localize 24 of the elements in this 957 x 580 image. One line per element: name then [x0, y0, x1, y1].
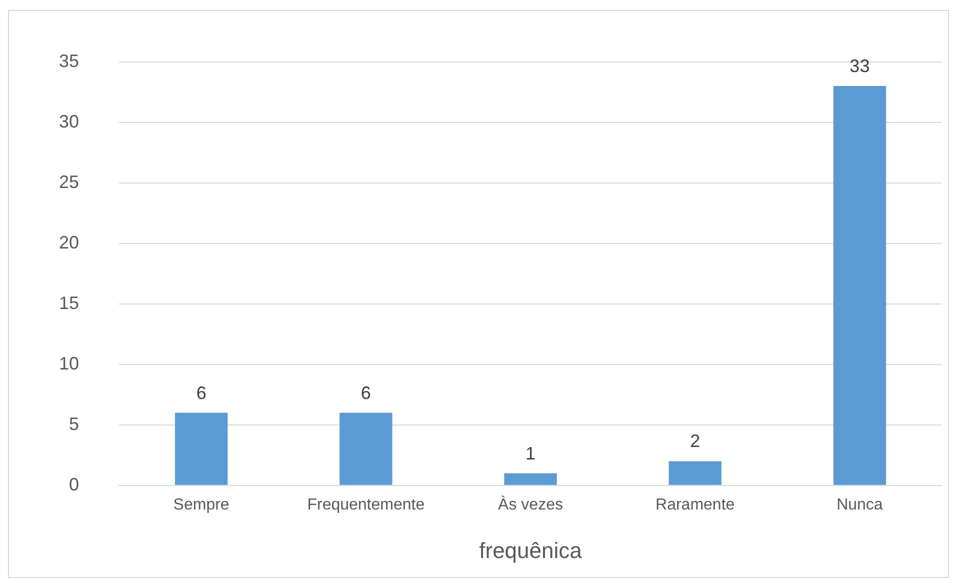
- y-tick-label: 25: [58, 172, 80, 192]
- data-label: 6: [196, 382, 206, 403]
- bar: [668, 461, 722, 485]
- data-label: 1: [526, 443, 536, 464]
- bar: [340, 412, 392, 485]
- data-label: 6: [360, 382, 371, 403]
- data-label: 2: [690, 431, 700, 452]
- x-tick-label: Nunca: [836, 496, 883, 514]
- data-label: 33: [850, 56, 870, 76]
- x-tick-label: Sempre: [173, 496, 230, 514]
- bar: [833, 86, 886, 485]
- bar: [174, 412, 228, 485]
- y-tick-label: 35: [58, 50, 80, 71]
- x-tick-label: Às vezes: [498, 495, 563, 514]
- y-tick-label: 20: [58, 232, 80, 252]
- x-axis-title: frequênica: [479, 538, 583, 563]
- y-tick-label: 5: [69, 414, 80, 434]
- y-tick-label: 30: [58, 111, 80, 132]
- y-tick-label: 15: [58, 292, 80, 313]
- x-tick-label: Raramente: [656, 496, 735, 514]
- y-tick-label: 0: [69, 474, 80, 494]
- y-tick-label: 10: [58, 353, 80, 374]
- x-tick-label: Frequentemente: [307, 496, 425, 514]
- bar: [504, 473, 557, 485]
